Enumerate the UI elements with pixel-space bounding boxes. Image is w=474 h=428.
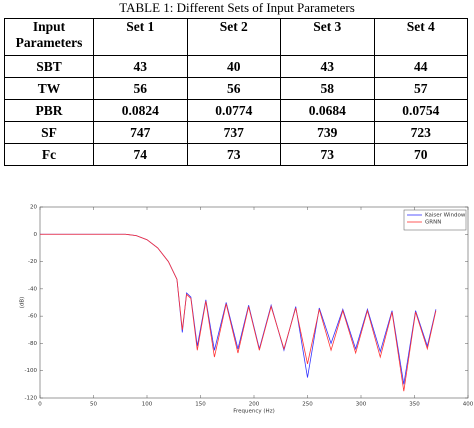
- table-cell: 57: [373, 77, 468, 100]
- table-row: SF 747 737 739 723: [4, 121, 468, 144]
- x-tick-label: 400: [463, 402, 474, 408]
- table-cell: 56: [186, 77, 281, 100]
- table-row: Input Parameters Set 1 Set 2 Set 3 Set 4: [4, 18, 468, 56]
- x-tick-label: 350: [409, 402, 420, 408]
- legend-label: GRNN: [425, 220, 441, 226]
- y-tick-label: 0: [34, 232, 38, 238]
- x-tick-label: 250: [302, 402, 313, 408]
- line-series: [40, 233, 437, 392]
- table-caption: TABLE 1: Different Sets of Input Paramet…: [119, 0, 355, 15]
- y-tick-label: -40: [28, 286, 37, 292]
- table-cell: Set 4: [373, 18, 468, 56]
- x-tick-label: 150: [195, 402, 206, 408]
- table-cell: 747: [93, 121, 188, 144]
- table-cell: 44: [373, 55, 468, 78]
- table-row: SBT 43 40 43 44: [4, 55, 468, 78]
- table-cell: 0.0774: [186, 99, 281, 122]
- table-cell: Set 1: [93, 18, 188, 56]
- x-tick-label: 0: [38, 402, 42, 408]
- y-tick-label: -120: [25, 396, 38, 402]
- plot-area: [39, 206, 469, 399]
- table-cell: Set 2: [186, 18, 281, 56]
- table-cell: 56: [93, 77, 188, 100]
- table-cell: SF: [4, 121, 94, 144]
- table-cell: 73: [186, 143, 281, 166]
- table-cell: 737: [186, 121, 281, 144]
- x-tick-label: 300: [356, 402, 367, 408]
- x-axis-label: Frequency (Hz): [233, 409, 274, 415]
- table-cell: 40: [186, 55, 281, 78]
- table-cell: 723: [373, 121, 468, 144]
- y-axis-label: (dB): [20, 297, 26, 309]
- legend-label: Kaiser Window: [425, 213, 466, 219]
- table-cell: 58: [280, 77, 375, 100]
- table-cell: TW: [4, 77, 94, 100]
- y-tick-label: -20: [28, 259, 37, 265]
- table-cell: 70: [373, 143, 468, 166]
- table-cell: 43: [93, 55, 188, 78]
- y-tick-label: -100: [25, 368, 38, 374]
- y-tick-label: -80: [28, 341, 37, 347]
- table-cell: SBT: [4, 55, 94, 78]
- y-tick-label: -60: [28, 314, 37, 320]
- parameter-table: Input Parameters Set 1 Set 2 Set 3 Set 4 SBT 4…: [4, 18, 468, 166]
- table-cell: PBR: [4, 99, 94, 122]
- x-tick-label: 50: [90, 402, 97, 408]
- table-row: TW 56 56 58 57: [4, 77, 468, 100]
- y-tick-label: 20: [30, 205, 37, 211]
- table-cell: 739: [280, 121, 375, 144]
- table-row: PBR 0.0824 0.0774 0.0684 0.0754: [4, 99, 468, 122]
- table-cell: 0.0824: [93, 99, 188, 122]
- table-cell: 0.0684: [280, 99, 375, 122]
- table-row: Fc 74 73 73 70: [4, 143, 468, 166]
- table-cell: 73: [280, 143, 375, 166]
- table-cell: 43: [280, 55, 375, 78]
- x-tick-label: 100: [142, 402, 153, 408]
- table-cell: 0.0754: [373, 99, 468, 122]
- table-cell: Fc: [4, 143, 94, 166]
- table-cell: Set 3: [280, 18, 375, 56]
- table-cell: 74: [93, 143, 188, 166]
- x-tick-label: 200: [249, 402, 260, 408]
- table-cell: Input Parameters: [4, 18, 94, 56]
